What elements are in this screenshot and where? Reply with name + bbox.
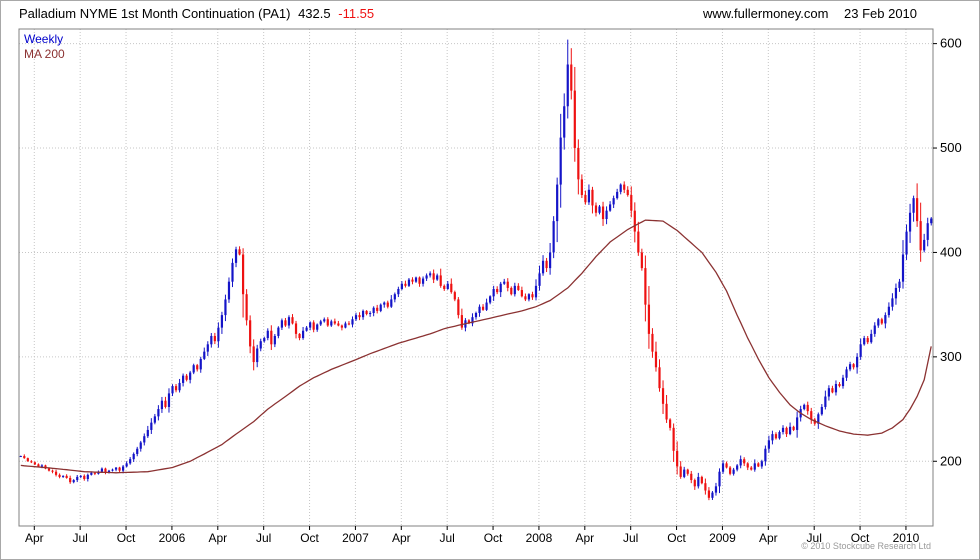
svg-text:600: 600 [940, 36, 962, 51]
svg-text:2008: 2008 [526, 531, 553, 545]
svg-text:2007: 2007 [342, 531, 369, 545]
x-axis-labels: Apr Jul Oct 2006 Apr Jul Oct 2007 Apr Jul Oct 2008 A… [25, 526, 920, 545]
svg-text:Apr: Apr [208, 531, 227, 545]
svg-text:2010: 2010 [893, 531, 920, 545]
svg-text:500: 500 [940, 140, 962, 155]
svg-text:2009: 2009 [709, 531, 736, 545]
legend: Weekly MA 200 [24, 32, 65, 62]
candlestick-series [19, 39, 933, 501]
gridlines [19, 29, 933, 526]
svg-text:200: 200 [940, 453, 962, 468]
svg-text:Jul: Jul [440, 531, 455, 545]
svg-text:Apr: Apr [25, 531, 44, 545]
legend-weekly: Weekly [24, 32, 64, 46]
svg-text:Apr: Apr [575, 531, 594, 545]
svg-text:Jul: Jul [72, 531, 87, 545]
svg-text:Apr: Apr [759, 531, 778, 545]
instrument-name: Palladium NYME 1st Month Continuation (P… [19, 6, 291, 21]
price-change: -11.55 [338, 6, 375, 21]
ma200-line [20, 219, 932, 474]
legend-ma200: MA 200 [24, 47, 65, 61]
svg-text:300: 300 [940, 349, 962, 364]
website-link[interactable]: www.fullermoney.com [703, 6, 829, 21]
svg-text:Jul: Jul [807, 531, 822, 545]
svg-text:Oct: Oct [851, 531, 870, 545]
date-label: 23 Feb 2010 [844, 6, 918, 21]
plot-frame [18, 28, 934, 527]
svg-text:Oct: Oct [300, 531, 319, 545]
svg-text:400: 400 [940, 244, 962, 259]
svg-text:Oct: Oct [484, 531, 503, 545]
header: Palladium NYME 1st Month Continuation (P… [1, 6, 979, 26]
svg-text:Jul: Jul [256, 531, 271, 545]
svg-text:Apr: Apr [392, 531, 411, 545]
svg-text:Oct: Oct [117, 531, 136, 545]
last-price: 432.5 [298, 6, 331, 21]
copyright-notice: © 2010 Stockcube Research Ltd [801, 541, 931, 551]
chart-title: Palladium NYME 1st Month Continuation (P… [19, 6, 374, 21]
y-axis-labels: 200 300 400 500 600 [933, 36, 962, 468]
svg-text:Oct: Oct [667, 531, 686, 545]
svg-text:2006: 2006 [159, 531, 186, 545]
svg-text:Jul: Jul [623, 531, 638, 545]
